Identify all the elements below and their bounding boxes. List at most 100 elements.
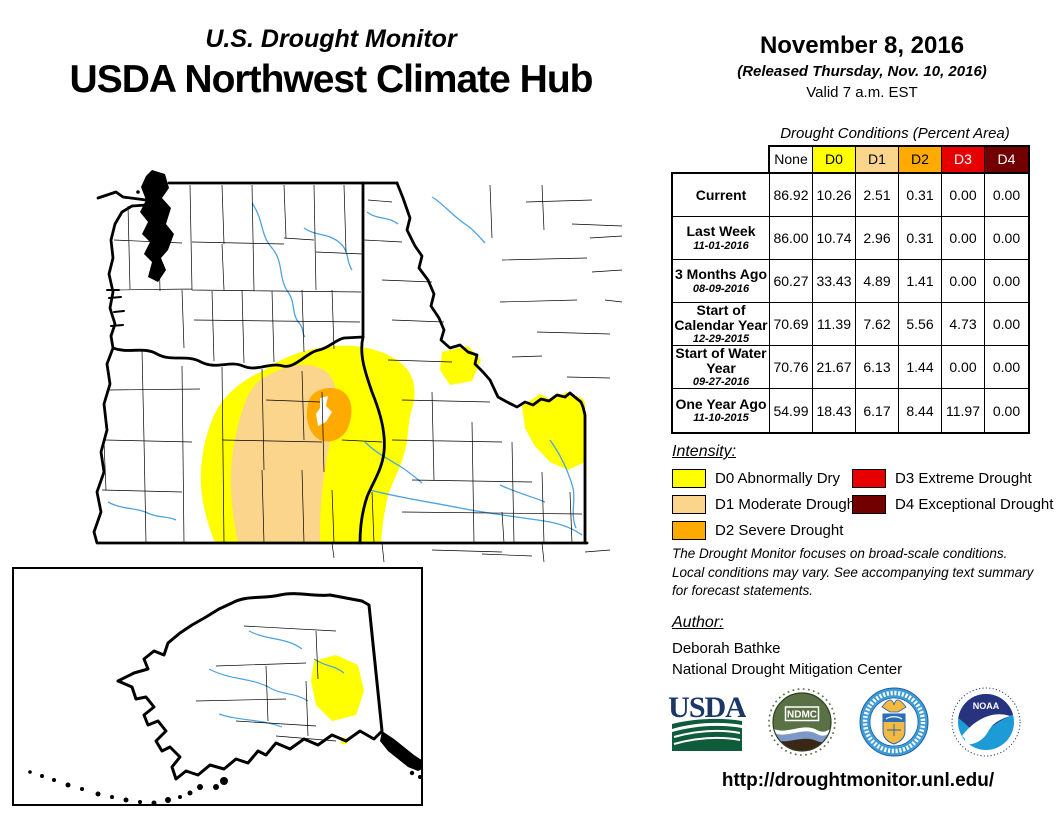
value-cell: 4.73	[942, 303, 985, 346]
noaa-logo: NOAA	[951, 687, 1021, 757]
county-boundaries	[101, 184, 623, 563]
value-cell: 0.00	[985, 303, 1028, 346]
title-block: U.S. Drought Monitor USDA Northwest Clim…	[0, 25, 662, 102]
value-cell: 60.27	[770, 260, 813, 303]
value-cell: 0.00	[985, 260, 1028, 303]
column-d0: D0	[813, 147, 856, 172]
value-cell: 7.62	[856, 303, 899, 346]
monitor-title: U.S. Drought Monitor	[205, 25, 457, 53]
value-cell: 0.00	[985, 346, 1028, 389]
date-block: November 8, 2016 (Released Thursday, Nov…	[680, 32, 1044, 101]
column-none: None	[770, 147, 813, 172]
drought-conditions-table: None D0 D1 D2 D3 D4 Current 86.92 10.26 …	[671, 145, 1030, 434]
alaska-drought-map	[28, 592, 421, 804]
row-label-last-week: Last Week 11-01-2016	[673, 217, 770, 260]
column-d3: D3	[942, 147, 985, 172]
intensity-legend: Intensity: D0 Abnormally Dry D1 Moderate…	[672, 443, 1053, 547]
table-body: Current 86.92 10.26 2.51 0.31 0.00 0.00 …	[671, 172, 1030, 434]
usda-logo: USDA	[668, 691, 746, 751]
value-cell: 1.44	[899, 346, 942, 389]
legend-col-left: D0 Abnormally Dry D1 Moderate Drought D2…	[672, 469, 1052, 540]
d3-swatch	[852, 469, 886, 488]
column-d1: D1	[856, 147, 899, 172]
value-cell: 54.99	[770, 389, 813, 432]
value-cell: 0.00	[985, 217, 1028, 260]
value-cell: 11.97	[942, 389, 985, 432]
value-cell: 0.00	[992, 402, 1021, 419]
value-cell: 0.00	[985, 174, 1028, 217]
author-section: Author: Deborah Bathke National Drought …	[672, 614, 902, 678]
value-cell: 0.00	[942, 346, 985, 389]
value-cell: 33.43	[813, 260, 856, 303]
main-map	[70, 140, 625, 565]
legend-item-d1: D1 Moderate Drought	[672, 495, 1052, 514]
state-oregon-outline	[92, 346, 589, 545]
drought-area-d2	[306, 388, 352, 442]
row-label-one-year-ago: One Year Ago 11-10-2015	[673, 389, 770, 432]
value-cell: 0.31	[899, 217, 942, 260]
value-cell: 0.00	[942, 260, 985, 303]
row-label-current: Current	[673, 174, 770, 217]
usda-wordmark: USDA	[668, 691, 746, 724]
rivers	[107, 196, 583, 536]
value-cell: 4.89	[856, 260, 899, 303]
state-idaho-outline	[395, 181, 587, 545]
puget-sound	[136, 170, 174, 282]
value-cell: 21.67	[813, 346, 856, 389]
author-name: Deborah Bathke	[672, 640, 781, 657]
alaska-outline	[116, 592, 384, 781]
alaska-inset-map	[12, 567, 423, 806]
legend-item-d2: D2 Severe Drought	[672, 521, 1052, 540]
value-cell: 5.56	[899, 303, 942, 346]
value-cell: 1.41	[899, 260, 942, 303]
ndmc-wordmark: NDMC	[787, 710, 817, 721]
value-cell: 2.96	[856, 217, 899, 260]
intensity-title: Intensity:	[672, 443, 737, 460]
logo-row: USDA NDMC	[668, 686, 1022, 758]
page-title: USDA Northwest Climate Hub	[69, 58, 594, 101]
value-cell: 2.51	[856, 174, 899, 217]
value-cell: 0.31	[899, 174, 942, 217]
commerce-seal-logo	[859, 687, 929, 757]
value-cell: 11.39	[813, 303, 856, 346]
disclaimer-text: The Drought Monitor focuses on broad-sca…	[672, 546, 1034, 599]
legend-item-d4: D4 Exceptional Drought	[852, 495, 1053, 514]
column-d2: D2	[899, 147, 942, 172]
state-borders	[92, 181, 589, 545]
valid-time: Valid 7 a.m. EST	[806, 84, 918, 101]
author-organization: National Drought Mitigation Center	[672, 661, 903, 678]
row-label-start-water-year: Start of Water Year 09-27-2016	[673, 345, 770, 389]
ndmc-logo: NDMC	[768, 688, 836, 756]
value-cell: 10.74	[813, 217, 856, 260]
value-cell: 6.17	[856, 389, 899, 432]
value-cell: 86.92	[770, 174, 813, 217]
table-header-row: None D0 D1 D2 D3 D4	[768, 145, 1030, 172]
released-date: (Released Thursday, Nov. 10, 2016)	[737, 63, 987, 80]
value-cell: 70.69	[770, 303, 813, 346]
legend-col-right: D3 Extreme Drought D4 Exceptional Drough…	[852, 469, 1053, 521]
alaska-borough-boundaries	[195, 625, 337, 742]
value-cell: 8.44	[899, 389, 942, 432]
value-cell: 6.13	[856, 346, 899, 389]
d1-swatch	[672, 495, 706, 514]
alaska-panhandle-and-islands	[28, 731, 421, 804]
value-cell: 70.76	[770, 346, 813, 389]
value-cell: 86.00	[770, 217, 813, 260]
legend-item-d0: D0 Abnormally Dry	[672, 469, 1052, 488]
state-washington-outline	[96, 190, 365, 370]
value-cell: 10.26	[813, 174, 856, 217]
row-label-3-months-ago: 3 Months Ago 08-09-2016	[673, 260, 770, 303]
value-cell: 0.00	[942, 174, 985, 217]
noaa-wordmark: NOAA	[973, 701, 1000, 711]
column-d4: D4	[985, 147, 1028, 172]
value-cell: 18.43	[813, 389, 856, 432]
author-title: Author:	[672, 614, 724, 631]
row-label-start-calendar-year: Start of Calendar Year 12-29-2015	[673, 302, 770, 346]
d2-swatch	[672, 521, 706, 540]
map-date: November 8, 2016	[759, 32, 965, 59]
northwest-drought-map	[92, 170, 623, 563]
value-cell: 0.00	[942, 217, 985, 260]
footer-url: http://droughtmonitor.unl.edu/	[721, 770, 995, 791]
d0-swatch	[672, 469, 706, 488]
